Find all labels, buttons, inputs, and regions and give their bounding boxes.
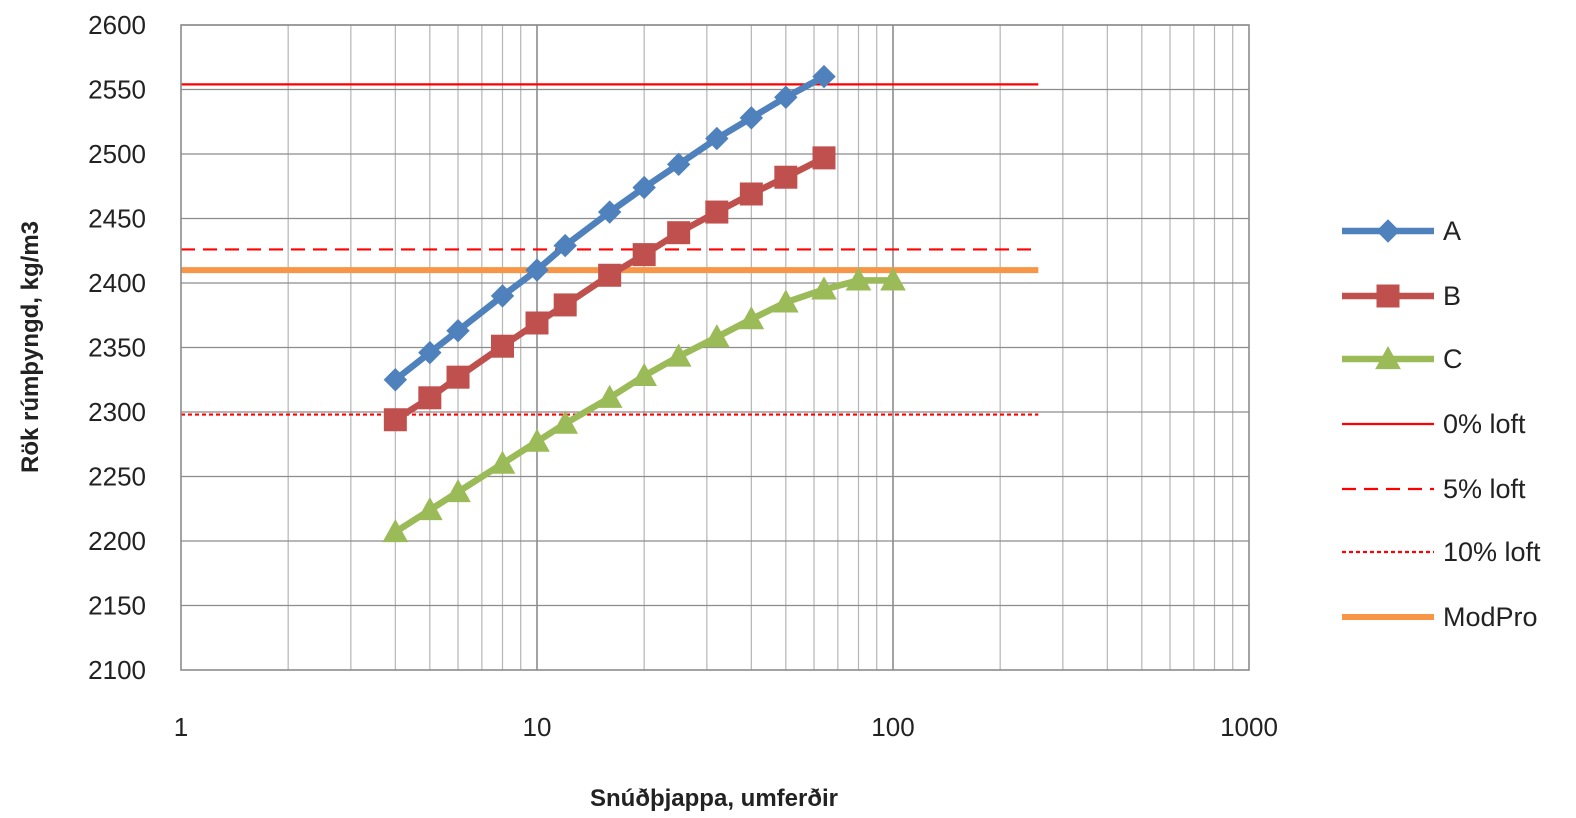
data-point-c — [738, 306, 765, 330]
data-point-b — [553, 293, 577, 317]
legend-label-0-loft: 0% loft — [1443, 409, 1526, 439]
y-tick-label: 2550 — [88, 75, 146, 105]
x-tick-label: 10 — [523, 712, 552, 742]
data-point-b — [598, 263, 622, 287]
data-point-c — [631, 362, 658, 386]
legend: A B C 0% loft 5% loft 10% loft ModPro — [1342, 216, 1541, 632]
data-point-a — [597, 200, 622, 224]
data-point-c — [489, 450, 516, 474]
data-point-a — [632, 175, 656, 200]
data-point-b — [705, 200, 729, 224]
y-tick-label: 2600 — [88, 10, 146, 40]
y-tick-label: 2450 — [88, 204, 146, 234]
y-tick-label: 2400 — [88, 268, 146, 298]
data-point-b — [632, 243, 656, 267]
data-point-a — [525, 258, 549, 282]
data-point-c — [845, 267, 872, 291]
data-point-a — [383, 368, 408, 392]
data-point-b — [418, 386, 442, 410]
data-point-b — [812, 146, 836, 170]
data-point-b — [446, 365, 470, 389]
data-point-c — [665, 343, 692, 367]
legend-label-10-loft: 10% loft — [1443, 537, 1541, 567]
y-tick-label: 2100 — [88, 655, 146, 685]
data-point-a — [666, 152, 691, 177]
data-point-c — [703, 324, 730, 348]
y-tick-label: 2300 — [88, 397, 146, 427]
data-point-b — [739, 182, 763, 206]
legend-label-modpro: ModPro — [1443, 602, 1538, 632]
plot-area-border — [180, 24, 1250, 671]
data-point-c — [445, 478, 471, 503]
grid — [181, 24, 1249, 670]
y-tick-label: 2200 — [88, 526, 146, 556]
x-tick-label: 1 — [174, 712, 188, 742]
data-point-a — [490, 284, 515, 308]
data-point-b — [774, 165, 798, 189]
data-point-c — [524, 428, 550, 452]
data-point-c — [772, 289, 799, 313]
legend-marker-c — [1375, 345, 1401, 370]
data-point-a — [418, 340, 442, 365]
x-axis-title: Snúðþjappa, umferðir — [590, 785, 838, 812]
y-axis-title: Rök rúmþyngd, kg/m3 — [17, 221, 44, 473]
data-point-a — [705, 126, 729, 151]
data-point-a — [812, 64, 836, 89]
legend-label-5-loft: 5% loft — [1443, 474, 1526, 504]
x-tick-label: 1000 — [1220, 712, 1278, 742]
data-point-c — [416, 497, 443, 521]
data-point-a — [774, 85, 798, 109]
data-point-a — [446, 319, 470, 343]
data-point-b — [525, 311, 549, 335]
legend-marker-a — [1376, 219, 1400, 243]
data-point-a — [553, 233, 577, 258]
reference-lines — [181, 83, 1039, 416]
data-point-b — [383, 408, 407, 432]
y-tick-label: 2150 — [88, 591, 146, 621]
y-tick-label: 2350 — [88, 333, 146, 363]
legend-label-c: C — [1443, 344, 1463, 374]
legend-label-a: A — [1443, 216, 1461, 246]
data-point-b — [667, 221, 691, 245]
data-point-c — [382, 518, 409, 543]
data-point-a — [739, 106, 764, 130]
y-tick-label: 2250 — [88, 462, 146, 492]
data-point-b — [491, 334, 515, 358]
data-point-c — [880, 267, 906, 291]
tick-labels: 1 10 100 1000 2100 2150 2200 2250 2300 2350 2400 24… — [88, 10, 1278, 742]
data-point-c — [552, 410, 579, 434]
data-series — [382, 64, 906, 543]
x-tick-label: 100 — [871, 712, 914, 742]
legend-marker-b — [1376, 284, 1400, 308]
legend-label-b: B — [1443, 281, 1461, 311]
data-point-c — [596, 384, 623, 408]
y-tick-label: 2500 — [88, 139, 146, 169]
data-point-c — [811, 276, 837, 300]
plot-frame — [180, 24, 1250, 671]
